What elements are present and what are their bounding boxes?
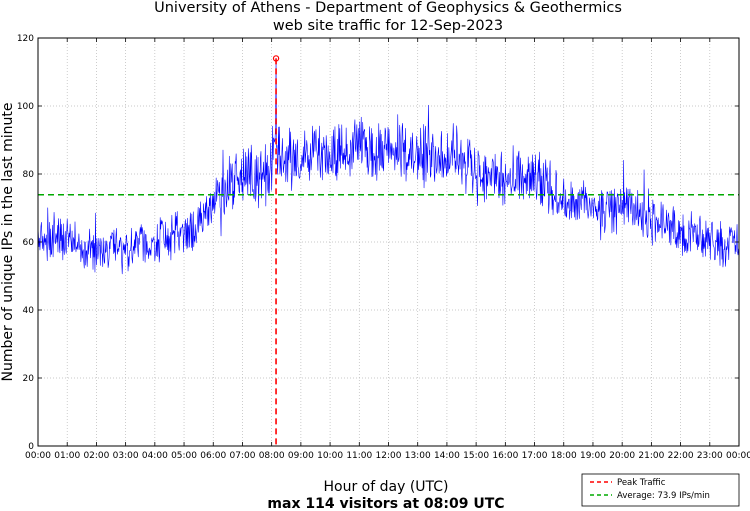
y-tick-label: 40	[23, 306, 35, 316]
reference-lines	[38, 55, 739, 446]
x-tick-label: 09:00	[288, 451, 314, 461]
x-tick-label: 10:00	[317, 451, 343, 461]
x-tick-label: 23:00	[697, 451, 723, 461]
x-tick-label: 07:00	[229, 451, 255, 461]
legend-box	[581, 473, 740, 507]
x-tick-label: 02:00	[83, 451, 109, 461]
peak-summary: max 114 visitors at 08:09 UTC	[267, 496, 504, 511]
x-tick-label: 11:00	[346, 451, 372, 461]
x-tick-label: 17:00	[522, 451, 548, 461]
x-tick-label: 12:00	[376, 451, 402, 461]
chart-title-line1: University of Athens - Department of Geo…	[154, 0, 622, 16]
x-tick-label: 19:00	[580, 451, 606, 461]
visitors-line	[37, 58, 739, 275]
y-axis-ticks: 0 20 40 60 80 100 120	[17, 34, 739, 452]
x-tick-label: 00:00	[726, 451, 750, 461]
y-axis-label: Number of unique IPs in the last minute	[0, 103, 16, 382]
x-tick-label: 15:00	[463, 451, 489, 461]
x-tick-label: 21:00	[638, 451, 664, 461]
x-tick-label: 01:00	[54, 451, 80, 461]
x-tick-label: 05:00	[171, 451, 197, 461]
x-tick-label: 22:00	[668, 451, 694, 461]
legend: Peak Traffic Average: 73.9 IPs/min	[581, 473, 740, 507]
x-tick-label: 13:00	[405, 451, 431, 461]
y-tick-label: 80	[23, 170, 35, 180]
peak-marker	[272, 55, 280, 62]
x-tick-label: 16:00	[492, 451, 518, 461]
x-tick-label: 06:00	[200, 451, 226, 461]
x-tick-label: 04:00	[142, 451, 168, 461]
x-tick-label: 14:00	[434, 451, 460, 461]
legend-average-label: Average: 73.9 IPs/min	[617, 491, 710, 501]
y-tick-label: 60	[23, 238, 35, 248]
x-tick-label: 08:00	[259, 451, 285, 461]
x-tick-label: 00:00	[25, 451, 51, 461]
x-tick-label: 03:00	[113, 451, 139, 461]
legend-peak-label: Peak Traffic	[617, 478, 666, 488]
grid-lines	[38, 38, 739, 446]
series-group	[37, 58, 739, 275]
x-axis-label: Hour of day (UTC)	[324, 479, 449, 495]
x-axis-ticks: 00:00 01:00 02:00 03:00 04:00 05:00 06:00 07:00…	[25, 38, 750, 461]
y-tick-label: 120	[17, 34, 34, 44]
x-tick-label: 20:00	[609, 451, 635, 461]
x-tick-label: 18:00	[551, 451, 577, 461]
y-tick-label: 0	[28, 442, 34, 452]
y-tick-label: 20	[23, 374, 35, 384]
y-tick-label: 100	[17, 102, 34, 112]
chart-title-line2: web site traffic for 12-Sep-2023	[273, 18, 503, 34]
